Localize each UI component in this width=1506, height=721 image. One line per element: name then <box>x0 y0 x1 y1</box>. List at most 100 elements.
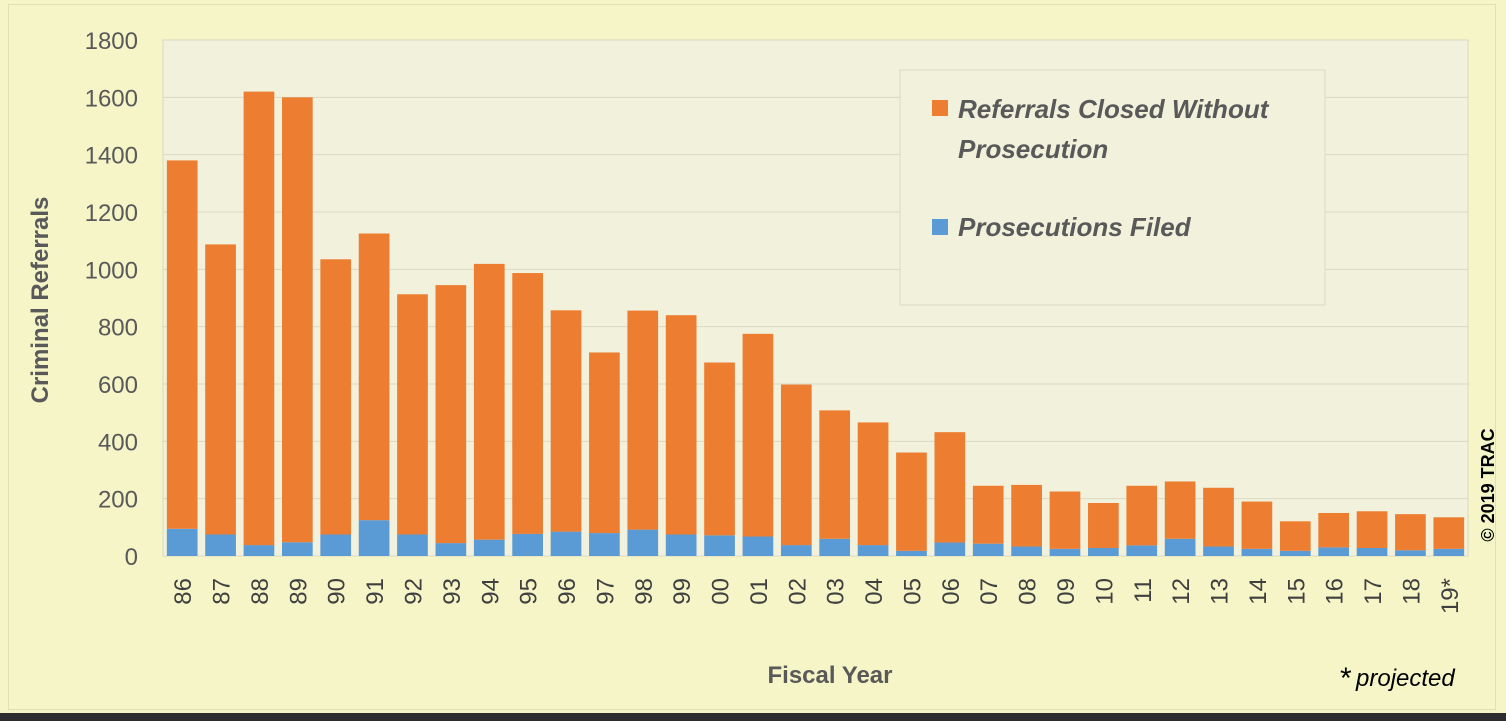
bar-referrals-closed <box>857 422 889 546</box>
bar-referrals-closed <box>665 315 697 535</box>
legend-label-prosecutions: Prosecutions Filed <box>958 212 1192 242</box>
bar-referrals-closed <box>819 410 851 539</box>
x-tick-label: 89 <box>285 578 312 605</box>
x-tick-label: 96 <box>554 578 581 605</box>
x-tick-label: 86 <box>170 578 197 605</box>
bar-prosecutions-filed <box>665 534 697 556</box>
bar-prosecutions-filed <box>934 542 966 556</box>
x-tick-label: 12 <box>1168 578 1195 605</box>
bar-prosecutions-filed <box>1318 547 1350 556</box>
y-axis-label: Criminal Referrals <box>27 197 54 404</box>
bar-prosecutions-filed <box>857 545 889 556</box>
x-tick-label: 05 <box>899 578 926 605</box>
x-tick-label: 99 <box>669 578 696 605</box>
y-tick-label: 600 <box>98 372 138 399</box>
x-tick-label: 91 <box>362 578 389 605</box>
x-tick-label: 16 <box>1322 578 1349 605</box>
bar-prosecutions-filed <box>1126 545 1158 556</box>
bar-prosecutions-filed <box>1279 550 1311 556</box>
bar-prosecutions-filed <box>704 535 735 556</box>
y-tick-label: 1600 <box>85 85 138 112</box>
bar-prosecutions-filed <box>1203 546 1234 556</box>
bar-referrals-closed <box>166 160 198 529</box>
x-tick-label: 93 <box>439 578 466 605</box>
bar-referrals-closed <box>435 285 467 544</box>
bar-prosecutions-filed <box>819 538 851 556</box>
x-tick-label: 04 <box>861 578 888 605</box>
bar-referrals-closed <box>550 310 582 532</box>
bar-prosecutions-filed <box>896 550 927 556</box>
bar-prosecutions-filed <box>1011 546 1042 556</box>
x-tick-label: 94 <box>477 578 504 605</box>
footnote-star: * <box>1340 662 1352 695</box>
bar-referrals-closed <box>1433 517 1465 549</box>
legend-swatch-prosecutions <box>932 219 948 235</box>
bar-prosecutions-filed <box>1241 548 1273 556</box>
x-axis-label: Fiscal Year <box>768 662 893 689</box>
bar-prosecutions-filed <box>780 545 812 556</box>
bar-prosecutions-filed <box>1164 538 1196 556</box>
x-tick-label: 92 <box>400 578 427 605</box>
bar-prosecutions-filed <box>1088 547 1119 556</box>
x-tick-label: 87 <box>209 578 236 605</box>
bar-referrals-closed <box>1164 481 1196 539</box>
x-tick-label: 08 <box>1015 578 1042 605</box>
bar-referrals-closed <box>972 485 1004 544</box>
x-tick-label: 95 <box>516 578 543 605</box>
bar-prosecutions-filed <box>320 534 352 556</box>
bar-prosecutions-filed <box>1395 550 1426 556</box>
bar-referrals-closed <box>627 310 659 530</box>
bar-prosecutions-filed <box>473 539 505 556</box>
legend-label-referrals-line1: Referrals Closed Without <box>958 94 1270 124</box>
x-tick-label: 15 <box>1283 578 1310 605</box>
bar-referrals-closed <box>1318 513 1350 548</box>
bar-referrals-closed <box>1088 502 1119 548</box>
bar-referrals-closed <box>589 352 620 534</box>
bar-referrals-closed <box>1279 521 1311 551</box>
bar-prosecutions-filed <box>281 542 313 556</box>
bar-referrals-closed <box>1011 484 1042 547</box>
x-tick-label: 14 <box>1245 578 1272 605</box>
x-tick-label: 03 <box>823 578 850 605</box>
x-tick-label: 98 <box>631 578 658 605</box>
bar-prosecutions-filed <box>1049 548 1081 556</box>
bar-referrals-closed <box>896 452 927 551</box>
y-tick-label: 200 <box>98 487 138 514</box>
bar-referrals-closed <box>1241 501 1273 549</box>
bar-referrals-closed <box>397 294 428 535</box>
bar-referrals-closed <box>358 233 390 521</box>
x-tick-label: 01 <box>746 578 773 605</box>
footnote-text: projected <box>1355 665 1455 692</box>
bar-prosecutions-filed <box>435 543 467 556</box>
bar-prosecutions-filed <box>205 534 236 556</box>
y-tick-label: 1200 <box>85 200 138 227</box>
bar-referrals-closed <box>1049 491 1081 549</box>
x-tick-label: 00 <box>708 578 735 605</box>
legend-box <box>899 69 1326 306</box>
y-axis-ticks: 0 200 400 600 800 1000 1200 1400 1600 1800 <box>85 28 138 571</box>
x-tick-label: 10 <box>1091 578 1118 605</box>
bar-prosecutions-filed <box>358 520 390 556</box>
y-tick-label: 1400 <box>85 143 138 170</box>
bar-prosecutions-filed <box>742 536 774 556</box>
bar-referrals-closed <box>704 362 735 536</box>
bar-prosecutions-filed <box>166 528 198 556</box>
bar-referrals-closed <box>780 384 812 546</box>
x-tick-label: 06 <box>938 578 965 605</box>
bar-prosecutions-filed <box>550 531 582 556</box>
y-tick-label: 0 <box>125 544 138 571</box>
y-tick-label: 400 <box>98 429 138 456</box>
bar-referrals-closed <box>205 244 236 535</box>
bar-referrals-closed <box>1395 514 1426 551</box>
bar-referrals-closed <box>1356 511 1388 548</box>
bar-prosecutions-filed <box>512 533 543 556</box>
bar-referrals-closed <box>512 273 543 534</box>
x-tick-label: 02 <box>784 578 811 605</box>
bar-referrals-closed <box>1203 487 1234 547</box>
bar-prosecutions-filed <box>972 543 1004 556</box>
bar-referrals-closed <box>320 259 352 535</box>
footnote: * projected <box>1340 662 1455 695</box>
bar-prosecutions-filed <box>1356 547 1388 556</box>
legend-label-referrals-line2: Prosecution <box>958 134 1108 164</box>
bars <box>166 91 1465 556</box>
